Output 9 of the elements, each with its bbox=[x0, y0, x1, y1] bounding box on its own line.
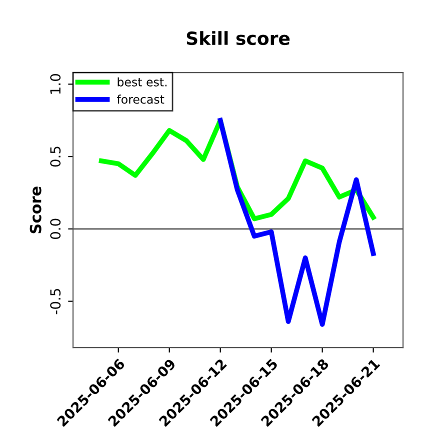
y-tick-label: -0.5 bbox=[50, 288, 61, 314]
line-series bbox=[218, 118, 376, 327]
y-tick-label: 0.5 bbox=[50, 146, 61, 167]
y-tick-label: 1.0 bbox=[50, 74, 61, 94]
y-tick-label: 0.0 bbox=[50, 218, 61, 240]
y-axis-title: Score bbox=[30, 186, 42, 234]
legend-label: forecast bbox=[116, 94, 164, 104]
legend-label: best est. bbox=[118, 77, 167, 86]
chart-title: Skill score bbox=[186, 31, 290, 46]
